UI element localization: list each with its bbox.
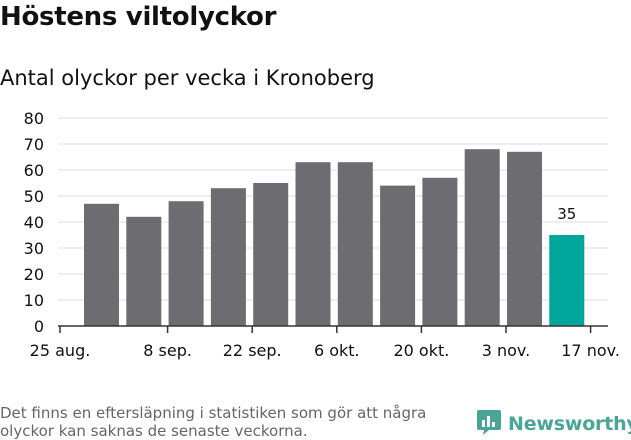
bar-15-sep [210,188,246,326]
bar-13-okt [380,185,416,326]
y-tick-label-60: 60 [24,161,44,180]
bar-6-okt [337,162,373,326]
bar-22-sep [253,183,289,326]
x-axis [58,325,608,333]
bar-8-sep [168,201,204,326]
newsworthy-logo[interactable]: Newsworthy [476,408,631,440]
x-tick-label-0: 25 aug. [30,341,91,360]
bar-20-okt [422,177,458,326]
y-tick-label-40: 40 [24,213,44,232]
brand-name: Newsworthy [508,413,631,435]
footnote: Det finns en eftersläpning i statistiken… [0,404,427,440]
x-tick-label-2: 22 sep. [223,341,282,360]
chart-subtitle: Antal olyckor per vecka i Kronoberg [0,66,375,90]
x-tick-label-6: 17 nov. [561,341,620,360]
bars [84,149,585,326]
y-tick-label-70: 70 [24,135,44,154]
bar-3-nov [507,151,542,326]
x-tick-label-3: 6 okt. [314,341,360,360]
bar-chart-icon [476,408,502,440]
y-tick-label-80: 80 [24,109,44,128]
bar-10-nov [549,235,585,326]
bar-1-sep [126,216,162,326]
y-tick-label-50: 50 [24,187,44,206]
bar-29-sep [295,162,331,326]
labels: 0 10 20 30 40 50 60 70 80 25 aug. 8 sep. 22 sep. 6 o… [24,109,620,360]
chart-title: Höstens viltolyckor [0,2,277,32]
y-tick-label-20: 20 [24,265,44,284]
data-label-35: 35 [557,205,576,223]
bar-25-aug [84,203,119,326]
x-tick-label-4: 20 okt. [393,341,449,360]
y-tick-label-10: 10 [24,291,44,310]
y-tick-label-0: 0 [34,317,44,336]
x-tick-label-1: 8 sep. [143,341,192,360]
y-tick-label-30: 30 [24,239,44,258]
x-tick-label-5: 3 nov. [482,341,531,360]
bar-chart: 0 10 20 30 40 50 60 70 80 25 aug. 8 sep. 22 sep. 6 o… [24,109,620,360]
bar-27-okt [464,149,500,326]
